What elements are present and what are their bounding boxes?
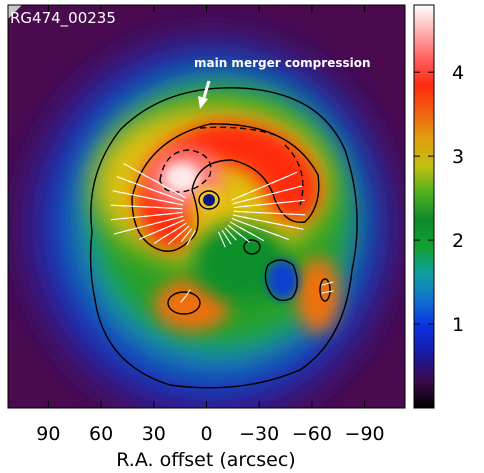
polarization-vector-48	[221, 229, 232, 245]
polarization-vector-91	[180, 295, 187, 303]
contour-hole	[264, 259, 298, 302]
x-tick-label-3: 0	[200, 423, 212, 445]
polarization-vector-23	[110, 204, 128, 207]
annotation-arrow-shaft	[201, 80, 211, 102]
polarization-vector-54	[249, 232, 264, 242]
x-tick-label-4: −30	[239, 423, 279, 445]
contour-right-dashed	[284, 144, 304, 206]
polarization-vector-83	[285, 185, 303, 191]
polarization-vector-71	[288, 213, 306, 216]
contour-merger-arc	[131, 123, 320, 252]
x-axis-label: R.A. offset (arcsec)	[116, 449, 295, 471]
heat-layer-green-core	[192, 222, 288, 302]
polarization-vector-47	[218, 231, 226, 248]
panel-title: RG474_00235	[10, 9, 116, 28]
colorbar-tick-label-0: 1	[452, 314, 464, 336]
x-tick-label-6: −90	[345, 423, 385, 445]
heat-layer-orange-right	[296, 257, 340, 333]
contour-top-dashed	[199, 126, 276, 136]
polarization-vector-46	[186, 230, 196, 246]
polarization-vector-39	[138, 232, 155, 240]
polarization-vector-89	[281, 171, 298, 180]
polarization-vector-59	[272, 233, 289, 240]
heat-layer-source-core	[203, 194, 215, 206]
polarization-vector-42	[153, 234, 169, 244]
x-tick-label-0: 90	[36, 423, 60, 445]
polarization-vector-90	[185, 289, 191, 297]
corner-marker	[8, 5, 22, 19]
heatmap-image: main merger compression RG474_00235	[8, 5, 405, 408]
annotation-arrow-head	[198, 96, 208, 109]
polarization-vector-77	[288, 199, 306, 203]
polarization-vector-11	[116, 176, 133, 184]
polarization-vector-45	[181, 228, 193, 242]
polarization-vector-49	[224, 227, 237, 241]
polarization-vector-92	[321, 281, 334, 286]
colorbar-tick-label-3: 4	[452, 62, 464, 84]
contour-source-ring	[198, 190, 220, 210]
colorbar	[413, 4, 435, 409]
colorbar-tick-label-2: 3	[452, 146, 464, 168]
heat-layer-white-peak	[164, 163, 200, 193]
heat-layer-blue-hole	[267, 260, 299, 300]
contour-small-blob	[243, 239, 261, 255]
contour-right-blob	[319, 278, 331, 302]
colorbar-ticks: 1 2 3 4	[414, 62, 464, 336]
polarization-vector-44	[168, 232, 182, 245]
polarization-vector-5	[123, 163, 139, 173]
x-tick-label-2: 30	[142, 423, 166, 445]
polarization-vector-65	[286, 225, 304, 230]
polarization-vector-93	[321, 290, 334, 294]
polarization-vector-51	[236, 231, 250, 243]
polarization-vectors	[110, 163, 334, 303]
x-tick-label-1: 60	[89, 423, 113, 445]
colorbar-tick-label-1: 2	[452, 230, 464, 252]
x-axis: 90 60 30 0 −30 −60 −90	[36, 5, 385, 445]
contour-left-blob	[167, 291, 201, 315]
contour-peak-dashed	[159, 149, 212, 193]
x-tick-label-5: −60	[292, 423, 332, 445]
annotation-label: main merger compression	[194, 56, 371, 70]
contour-outer	[89, 87, 358, 389]
polarization-vector-35	[113, 229, 131, 235]
polarization-vector-29	[110, 217, 128, 221]
polarization-vector-17	[112, 190, 130, 195]
